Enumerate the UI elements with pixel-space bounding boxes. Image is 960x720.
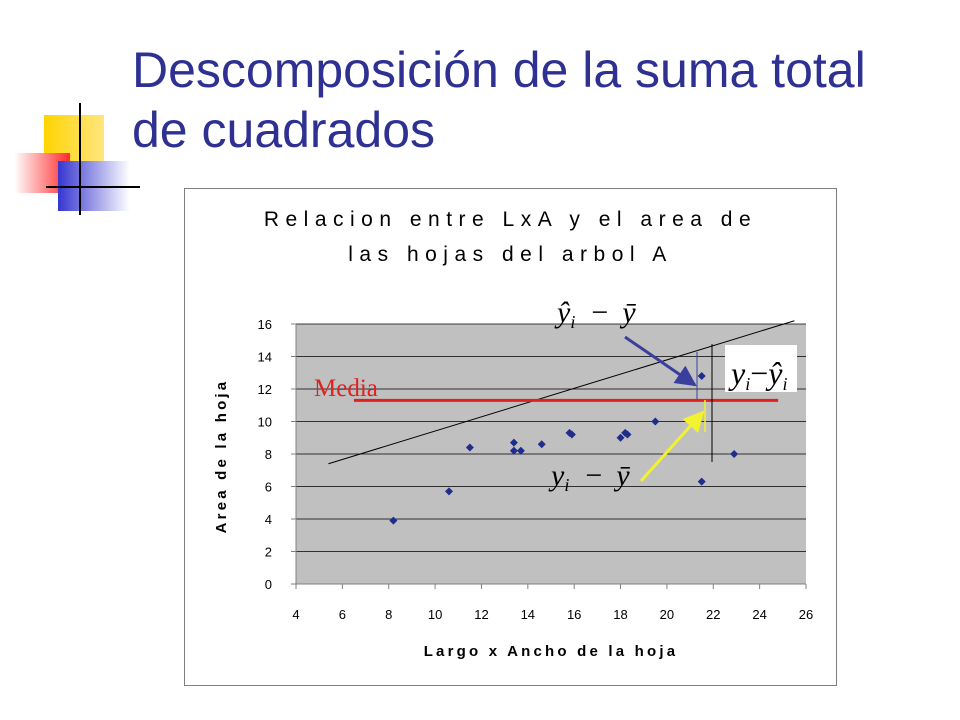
data-point	[730, 450, 739, 458]
x-tick-label: 14	[521, 607, 535, 622]
total-arrow	[639, 410, 705, 483]
x-tick-label: 26	[799, 607, 813, 622]
y-tick-label: 12	[258, 382, 272, 397]
x-axis-label: Largo x Ancho de la hoja	[424, 643, 679, 660]
x-tick-label: 8	[385, 607, 392, 622]
x-tick-label: 24	[752, 607, 766, 622]
y-tick-label: 10	[258, 415, 272, 430]
regression-line	[328, 320, 795, 465]
slide-title: Descomposición de la suma total de cuadr…	[132, 40, 932, 160]
data-point	[616, 433, 625, 442]
x-tick-labels: 4 6 8 10 12 14 16 18 20 22 24 26	[292, 584, 813, 622]
x-tick-label: 4	[292, 607, 299, 622]
formula-total: yi − ȳ	[548, 459, 630, 495]
slide-title-line-2: de cuadrados	[132, 102, 436, 158]
corner-decoration	[14, 103, 140, 215]
y-tick-label: 4	[265, 512, 272, 527]
explained-arrow	[624, 335, 697, 387]
y-axis-label: Area de la hoja	[213, 379, 230, 534]
y-tick-label: 8	[265, 447, 272, 462]
data-point	[389, 516, 398, 525]
data-point	[651, 417, 660, 426]
x-tick-label: 16	[567, 607, 581, 622]
formula-residual: yi−ŷi	[728, 355, 787, 394]
slide-title-line-1: Descomposición de la suma total	[132, 42, 866, 98]
data-point	[537, 440, 546, 449]
data-point	[445, 487, 453, 496]
data-point	[516, 446, 525, 455]
y-tick-label: 0	[265, 577, 272, 592]
x-tick-label: 12	[474, 607, 488, 622]
chart-title-line-2: las hojas del arbol A	[348, 243, 673, 266]
data-point	[509, 446, 518, 455]
data-point	[623, 430, 632, 439]
x-tick-label: 20	[660, 607, 674, 622]
y-tick-label: 16	[258, 317, 272, 332]
data-point	[567, 430, 576, 439]
y-tick-labels: 0 2 4 6 8 10 12 14 16	[258, 317, 296, 592]
y-tick-label: 14	[258, 350, 272, 365]
formula-explained: ŷi − ȳ	[554, 296, 636, 332]
chart-title-line-1: Relacion entre LxA y el area de	[263, 208, 758, 231]
data-point	[697, 372, 706, 380]
x-tick-label: 10	[428, 607, 442, 622]
data-point	[509, 438, 518, 447]
x-tick-label: 18	[613, 607, 627, 622]
gridlines	[296, 323, 806, 552]
x-tick-label: 6	[339, 607, 346, 622]
y-tick-label: 6	[265, 480, 272, 495]
x-tick-label: 22	[706, 607, 720, 622]
data-point	[697, 477, 706, 486]
data-point	[465, 443, 474, 452]
y-tick-label: 2	[265, 545, 272, 560]
residual-formula-box	[725, 345, 797, 392]
mean-label: Media	[314, 375, 378, 402]
